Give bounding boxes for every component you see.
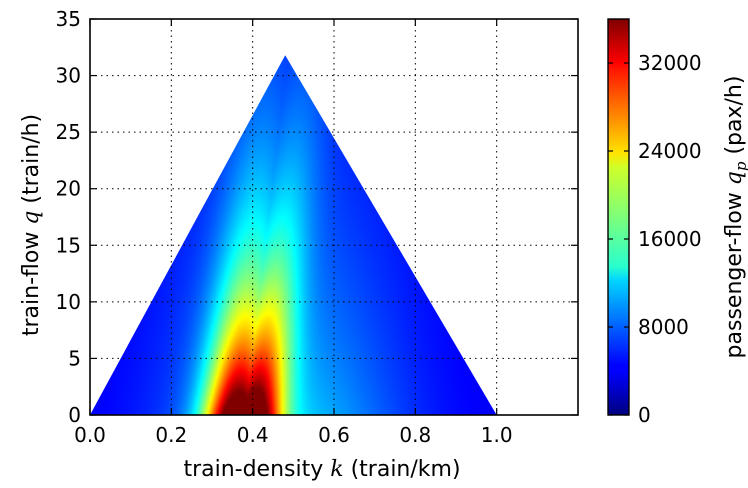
x-axis-label: train-density k (train/km): [183, 457, 460, 482]
y-tick-label: 25: [56, 120, 81, 144]
y-axis-label: train-flow q (train/h): [19, 114, 44, 336]
colorbar-tick-label: 16000: [638, 227, 702, 251]
x-tick-label: 1.0: [481, 423, 513, 447]
y-tick-label: 35: [56, 7, 81, 31]
colorbar-label: passenger-flow qp (pax/h): [722, 76, 748, 359]
colorbar-tick-label: 8000: [638, 315, 689, 339]
colorbar-tick-label: 32000: [638, 51, 702, 75]
y-tick-label: 20: [56, 177, 81, 201]
x-tick-label: 0.4: [237, 423, 269, 447]
colorbar-tick-label: 24000: [638, 139, 702, 163]
y-axis-ticks: 0 5 10 15 20 25 30 35: [56, 7, 578, 427]
y-tick-label: 0: [68, 403, 81, 427]
x-tick-label: 0.6: [318, 423, 350, 447]
x-tick-label: 0.8: [399, 423, 431, 447]
x-tick-label: 0.2: [155, 423, 187, 447]
y-tick-label: 10: [56, 290, 81, 314]
grid-lines: [90, 19, 578, 415]
y-tick-label: 15: [56, 233, 81, 257]
colorbar-tick-label: 0: [638, 403, 651, 427]
x-tick-label: 0.0: [74, 423, 106, 447]
colorbar: [607, 18, 630, 416]
y-tick-label: 30: [56, 64, 81, 88]
colorbar-ticks: 0 8000 16000 24000 32000: [608, 51, 702, 427]
y-tick-label: 5: [68, 346, 81, 370]
x-axis-ticks: 0.0 0.2 0.4 0.6 0.8 1.0: [74, 19, 513, 447]
